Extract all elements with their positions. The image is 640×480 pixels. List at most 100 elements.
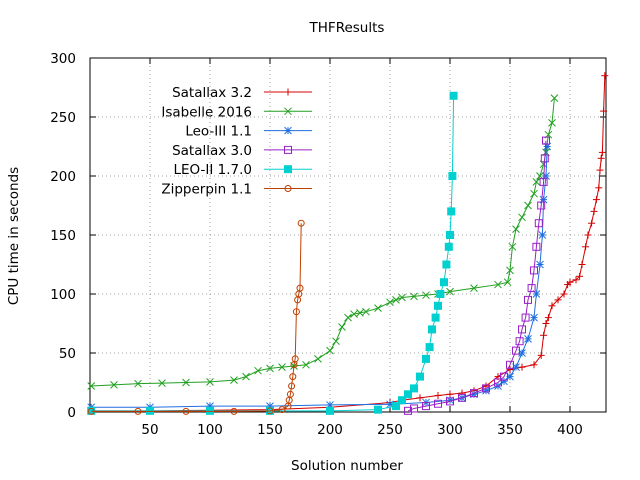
legend-swatch-marker xyxy=(284,145,292,154)
data-point xyxy=(416,372,424,381)
data-point xyxy=(442,260,451,269)
data-point xyxy=(601,72,609,80)
legend-swatch-marker xyxy=(284,185,292,192)
data-point xyxy=(524,295,532,304)
data-point xyxy=(448,172,457,180)
data-point xyxy=(534,219,543,228)
data-point xyxy=(254,366,262,375)
legend-item-leo-ii-1-7-0: LEO-II 1.7.0 xyxy=(173,162,312,178)
legend-label: LEO-II 1.7.0 xyxy=(173,162,252,178)
data-point xyxy=(444,242,453,251)
data-point xyxy=(158,379,166,387)
legend-label: Satallax 3.0 xyxy=(172,143,252,159)
data-point xyxy=(482,384,490,393)
data-point xyxy=(446,397,454,406)
legend-label: Zipperpin 1.1 xyxy=(161,182,252,198)
legend-item-satallax-3-2: Satallax 3.2 xyxy=(172,85,312,101)
chart-title: THFResults xyxy=(309,20,385,36)
y-axis-title: CPU time in seconds xyxy=(6,167,22,305)
x-tick-label: 300 xyxy=(437,422,463,438)
data-point xyxy=(422,402,430,411)
legend-item-isabelle-2016: Isabelle 2016 xyxy=(161,104,312,120)
data-point xyxy=(230,407,238,415)
legend-label: Isabelle 2016 xyxy=(161,104,252,120)
legend-swatch-marker xyxy=(284,126,292,135)
data-point xyxy=(540,331,548,339)
data-point xyxy=(87,407,95,415)
data-point xyxy=(110,381,118,389)
data-point xyxy=(291,355,299,363)
data-point xyxy=(548,119,556,127)
y-tick-label: 300 xyxy=(50,51,76,67)
x-tick-label: 350 xyxy=(497,422,523,438)
x-tick-label: 250 xyxy=(377,422,403,438)
data-point xyxy=(326,406,334,415)
data-point xyxy=(518,325,526,334)
data-point xyxy=(288,382,296,390)
legend: Satallax 3.2 Isabelle 2016 Leo-III 1.1 Sata… xyxy=(161,85,312,198)
data-point xyxy=(404,406,412,415)
data-point xyxy=(416,394,424,402)
x-tick-label: 50 xyxy=(141,422,158,438)
data-point xyxy=(588,219,596,227)
data-point xyxy=(582,243,590,251)
data-point xyxy=(338,323,346,331)
legend-label: Leo-III 1.1 xyxy=(185,124,252,140)
data-point xyxy=(500,372,508,381)
data-point xyxy=(470,284,478,292)
series-satallax-3-0 xyxy=(404,136,550,415)
x-axis: 50 100 150 200 250 300 350 400 xyxy=(141,58,583,438)
legend-item-satallax-3-0: Satallax 3.0 xyxy=(172,143,312,159)
data-point xyxy=(278,406,286,414)
data-point xyxy=(540,154,549,163)
data-point xyxy=(266,407,274,415)
legend-label: Satallax 3.2 xyxy=(172,85,252,101)
data-point xyxy=(422,291,430,300)
data-point xyxy=(446,390,454,398)
data-point xyxy=(410,404,418,413)
data-point xyxy=(503,278,512,287)
data-point xyxy=(595,184,603,192)
data-point xyxy=(518,363,526,371)
data-point xyxy=(524,201,532,210)
data-point xyxy=(560,290,568,298)
series-layer xyxy=(87,72,609,415)
x-tick-label: 200 xyxy=(317,422,343,438)
data-point xyxy=(374,304,382,313)
y-tick-label: 50 xyxy=(59,346,76,362)
data-point xyxy=(536,260,544,269)
data-point xyxy=(410,384,418,393)
data-point xyxy=(508,242,517,251)
data-point xyxy=(434,399,442,408)
data-point xyxy=(292,308,300,316)
series-line-isabelle-2016 xyxy=(91,98,555,387)
data-point xyxy=(521,313,530,322)
data-point xyxy=(550,94,559,102)
data-point xyxy=(362,307,370,316)
data-point xyxy=(206,406,214,415)
data-point xyxy=(544,314,552,322)
series-satallax-3-2 xyxy=(87,72,609,415)
data-point xyxy=(524,334,532,343)
legend-swatch-marker xyxy=(284,88,292,96)
data-point xyxy=(515,337,524,346)
data-point xyxy=(548,302,556,310)
data-point xyxy=(182,378,190,387)
data-point xyxy=(598,148,606,156)
data-point xyxy=(527,284,536,293)
data-point xyxy=(506,266,514,275)
data-point xyxy=(242,372,250,381)
y-tick-label: 150 xyxy=(50,228,76,244)
series-isabelle-2016 xyxy=(87,94,559,390)
data-point xyxy=(537,201,546,210)
data-point xyxy=(597,154,605,162)
legend-item-zipperpin-1-1: Zipperpin 1.1 xyxy=(161,182,312,198)
data-point xyxy=(434,301,442,310)
data-point xyxy=(410,292,418,301)
data-point xyxy=(296,284,304,292)
data-point xyxy=(440,278,448,287)
data-point xyxy=(286,390,294,398)
data-point xyxy=(482,386,490,395)
series-line-leo-iii-1-1 xyxy=(91,146,548,408)
